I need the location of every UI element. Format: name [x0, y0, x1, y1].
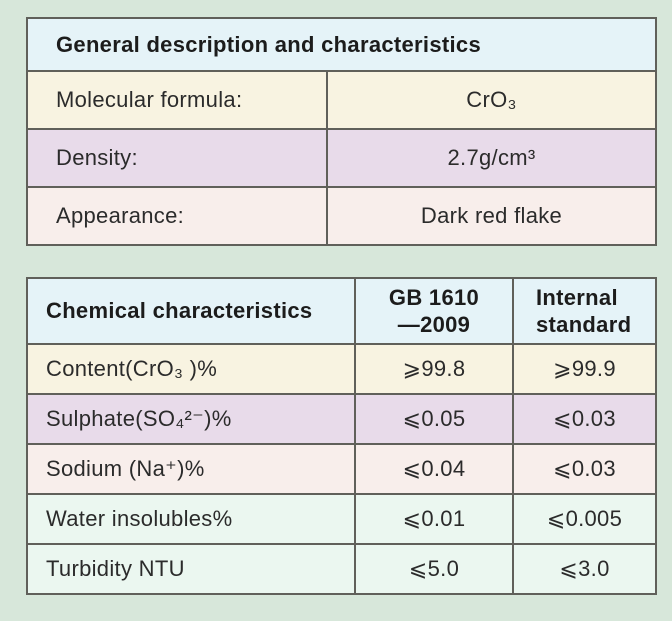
- table-row: Molecular formula: CrO₃: [26, 70, 658, 130]
- row-label-sulphate: Sulphate(SO₄²⁻)%: [26, 393, 356, 445]
- gb-header-line2: —2009: [397, 312, 471, 337]
- table-row: Water insolubles% ⩽0.01 ⩽0.005: [26, 493, 657, 545]
- row-value-sodium-internal: ⩽0.03: [512, 443, 657, 495]
- row-label-density: Density:: [26, 128, 328, 188]
- table2-header-row: Chemical characteristics GB 1610 —2009 I…: [26, 277, 657, 345]
- gb-header-line1: GB 1610: [388, 284, 480, 310]
- row-value-density: 2.7g/cm³: [325, 128, 658, 188]
- row-value-content-gb: ⩾99.8: [354, 343, 514, 395]
- row-value-appearance: Dark red flake: [325, 186, 658, 246]
- row-label-appearance: Appearance:: [26, 186, 328, 246]
- row-value-water-insolubles-internal: ⩽0.005: [512, 493, 657, 545]
- table-row: Density: 2.7g/cm³: [26, 128, 658, 188]
- table1-title: General description and characteristics: [25, 17, 658, 72]
- row-value-sulphate-gb: ⩽0.05: [354, 393, 514, 445]
- column-header-internal-standard: Internal standard: [512, 277, 657, 345]
- row-value-sulphate-internal: ⩽0.03: [512, 393, 657, 445]
- row-value-water-insolubles-gb: ⩽0.01: [354, 493, 514, 545]
- table-row: Appearance: Dark red flake: [26, 186, 658, 246]
- row-value-molecular-formula: CrO₃: [325, 70, 658, 130]
- row-value-content-internal: ⩾99.9: [512, 343, 657, 395]
- row-label-sodium: Sodium (Na⁺)%: [26, 443, 356, 495]
- row-label-turbidity: Turbidity NTU: [26, 543, 356, 595]
- chemical-characteristics-table: Chemical characteristics GB 1610 —2009 I…: [26, 277, 657, 595]
- table-row: Turbidity NTU ⩽5.0 ⩽3.0: [26, 543, 657, 595]
- internal-header-line1: Internal: [536, 284, 618, 310]
- internal-header-line2: standard: [536, 312, 632, 337]
- table-row: Content(CrO₃ )% ⩾99.8 ⩾99.9: [26, 343, 657, 395]
- table2-title: Chemical characteristics: [26, 277, 356, 345]
- row-label-content: Content(CrO₃ )%: [26, 343, 356, 395]
- table-row: Sulphate(SO₄²⁻)% ⩽0.05 ⩽0.03: [26, 393, 657, 445]
- row-value-turbidity-internal: ⩽3.0: [512, 543, 657, 595]
- column-header-gb-standard: GB 1610 —2009: [354, 277, 514, 345]
- table1-header-row: General description and characteristics: [25, 17, 658, 72]
- general-description-table: General description and characteristics …: [25, 17, 658, 246]
- table-row: Sodium (Na⁺)% ⩽0.04 ⩽0.03: [26, 443, 657, 495]
- row-label-water-insolubles: Water insolubles%: [26, 493, 356, 545]
- row-value-turbidity-gb: ⩽5.0: [354, 543, 514, 595]
- row-value-sodium-gb: ⩽0.04: [354, 443, 514, 495]
- row-label-molecular-formula: Molecular formula:: [26, 70, 328, 130]
